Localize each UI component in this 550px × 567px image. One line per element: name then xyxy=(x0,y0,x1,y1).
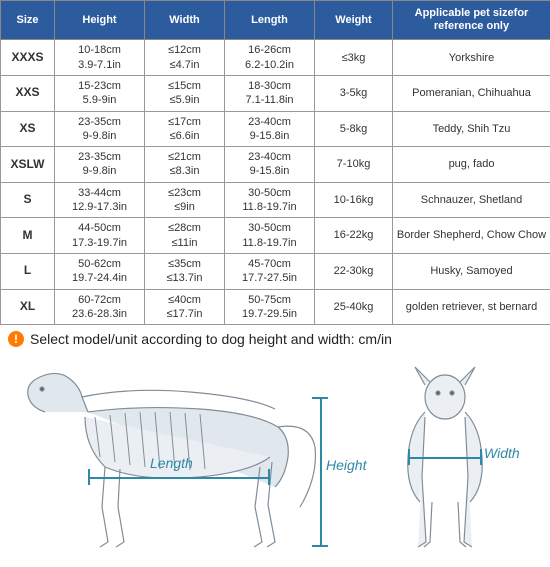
height-tick-t xyxy=(312,397,328,399)
table-row: L50-62cm19.7-24.4in≤35cm≤13.7in45-70cm17… xyxy=(1,253,550,289)
cell-size: XL xyxy=(1,289,55,325)
size-table: Size Height Width Length Weight Applicab… xyxy=(0,0,550,325)
warning-icon: ! xyxy=(8,331,24,347)
cell-pet: Yorkshire xyxy=(393,40,550,76)
table-row: M44-50cm17.3-19.7in≤28cm≤11in30-50cm11.8… xyxy=(1,218,550,254)
length-bar xyxy=(88,477,270,479)
height-tick-b xyxy=(312,545,328,547)
cell-weight: 7-10kg xyxy=(315,147,393,183)
cell-length: 18-30cm7.1-11.8in xyxy=(225,75,315,111)
cell-height: 50-62cm19.7-24.4in xyxy=(55,253,145,289)
cell-width: ≤12cm≤4.7in xyxy=(145,40,225,76)
cell-width: ≤21cm≤8.3in xyxy=(145,147,225,183)
note-text: Select model/unit according to dog heigh… xyxy=(30,331,392,347)
cell-width: ≤23cm≤9in xyxy=(145,182,225,218)
cell-length: 16-26cm6.2-10.2in xyxy=(225,40,315,76)
cell-weight: 25-40kg xyxy=(315,289,393,325)
height-label: Height xyxy=(326,457,366,473)
cell-pet: Schnauzer, Shetland xyxy=(393,182,550,218)
col-length: Length xyxy=(225,1,315,40)
width-tick-l xyxy=(408,449,410,465)
cell-size: XSLW xyxy=(1,147,55,183)
cell-width: ≤35cm≤13.7in xyxy=(145,253,225,289)
cell-length: 23-40cm9-15.8in xyxy=(225,111,315,147)
cell-pet: Teddy, Shih Tzu xyxy=(393,111,550,147)
cell-height: 15-23cm5.9-9in xyxy=(55,75,145,111)
cell-pet: Husky, Samoyed xyxy=(393,253,550,289)
table-row: XXXS10-18cm3.9-7.1in≤12cm≤4.7in16-26cm6.… xyxy=(1,40,550,76)
dog-front-view: Width xyxy=(370,357,520,557)
cell-size: S xyxy=(1,182,55,218)
cell-size: L xyxy=(1,253,55,289)
table-row: XSLW23-35cm9-9.8in≤21cm≤8.3in23-40cm9-15… xyxy=(1,147,550,183)
cell-height: 23-35cm9-9.8in xyxy=(55,147,145,183)
cell-height: 33-44cm12.9-17.3in xyxy=(55,182,145,218)
col-width: Width xyxy=(145,1,225,40)
height-bar xyxy=(320,397,322,547)
cell-width: ≤17cm≤6.6in xyxy=(145,111,225,147)
table-row: XXS15-23cm5.9-9in≤15cm≤5.9in18-30cm7.1-1… xyxy=(1,75,550,111)
cell-weight: 5-8kg xyxy=(315,111,393,147)
cell-width: ≤40cm≤17.7in xyxy=(145,289,225,325)
table-row: XS23-35cm9-9.8in≤17cm≤6.6in23-40cm9-15.8… xyxy=(1,111,550,147)
cell-length: 30-50cm11.8-19.7in xyxy=(225,182,315,218)
cell-height: 23-35cm9-9.8in xyxy=(55,111,145,147)
cell-weight: 3-5kg xyxy=(315,75,393,111)
cell-size: M xyxy=(1,218,55,254)
cell-weight: 16-22kg xyxy=(315,218,393,254)
cell-pet: pug, fado xyxy=(393,147,550,183)
cell-weight: ≤3kg xyxy=(315,40,393,76)
table-row: S33-44cm12.9-17.3in≤23cm≤9in30-50cm11.8-… xyxy=(1,182,550,218)
width-bar xyxy=(408,457,482,459)
cell-length: 45-70cm17.7-27.5in xyxy=(225,253,315,289)
header-row: Size Height Width Length Weight Applicab… xyxy=(1,1,550,40)
length-tick-r xyxy=(268,469,270,485)
diagram-area: Length Height Width xyxy=(0,353,550,567)
cell-pet: Border Shepherd, Chow Chow xyxy=(393,218,550,254)
cell-width: ≤15cm≤5.9in xyxy=(145,75,225,111)
cell-width: ≤28cm≤11in xyxy=(145,218,225,254)
length-tick-l xyxy=(88,469,90,485)
cell-pet: Pomeranian, Chihuahua xyxy=(393,75,550,111)
cell-pet: golden retriever, st bernard xyxy=(393,289,550,325)
cell-height: 60-72cm23.6-28.3in xyxy=(55,289,145,325)
cell-length: 50-75cm19.7-29.5in xyxy=(225,289,315,325)
width-label: Width xyxy=(484,445,520,461)
cell-size: XS xyxy=(1,111,55,147)
cell-height: 10-18cm3.9-7.1in xyxy=(55,40,145,76)
col-weight: Weight xyxy=(315,1,393,40)
cell-size: XXS xyxy=(1,75,55,111)
cell-length: 30-50cm11.8-19.7in xyxy=(225,218,315,254)
table-row: XL60-72cm23.6-28.3in≤40cm≤17.7in50-75cm1… xyxy=(1,289,550,325)
note-row: ! Select model/unit according to dog hei… xyxy=(0,325,550,353)
length-label: Length xyxy=(150,455,193,471)
cell-weight: 22-30kg xyxy=(315,253,393,289)
width-tick-r xyxy=(480,449,482,465)
col-size: Size xyxy=(1,1,55,40)
cell-height: 44-50cm17.3-19.7in xyxy=(55,218,145,254)
col-height: Height xyxy=(55,1,145,40)
col-pet: Applicable pet sizefor reference only xyxy=(393,1,550,40)
cell-length: 23-40cm9-15.8in xyxy=(225,147,315,183)
cell-weight: 10-16kg xyxy=(315,182,393,218)
cell-size: XXXS xyxy=(1,40,55,76)
dog-side-view: Length Height xyxy=(10,357,350,557)
